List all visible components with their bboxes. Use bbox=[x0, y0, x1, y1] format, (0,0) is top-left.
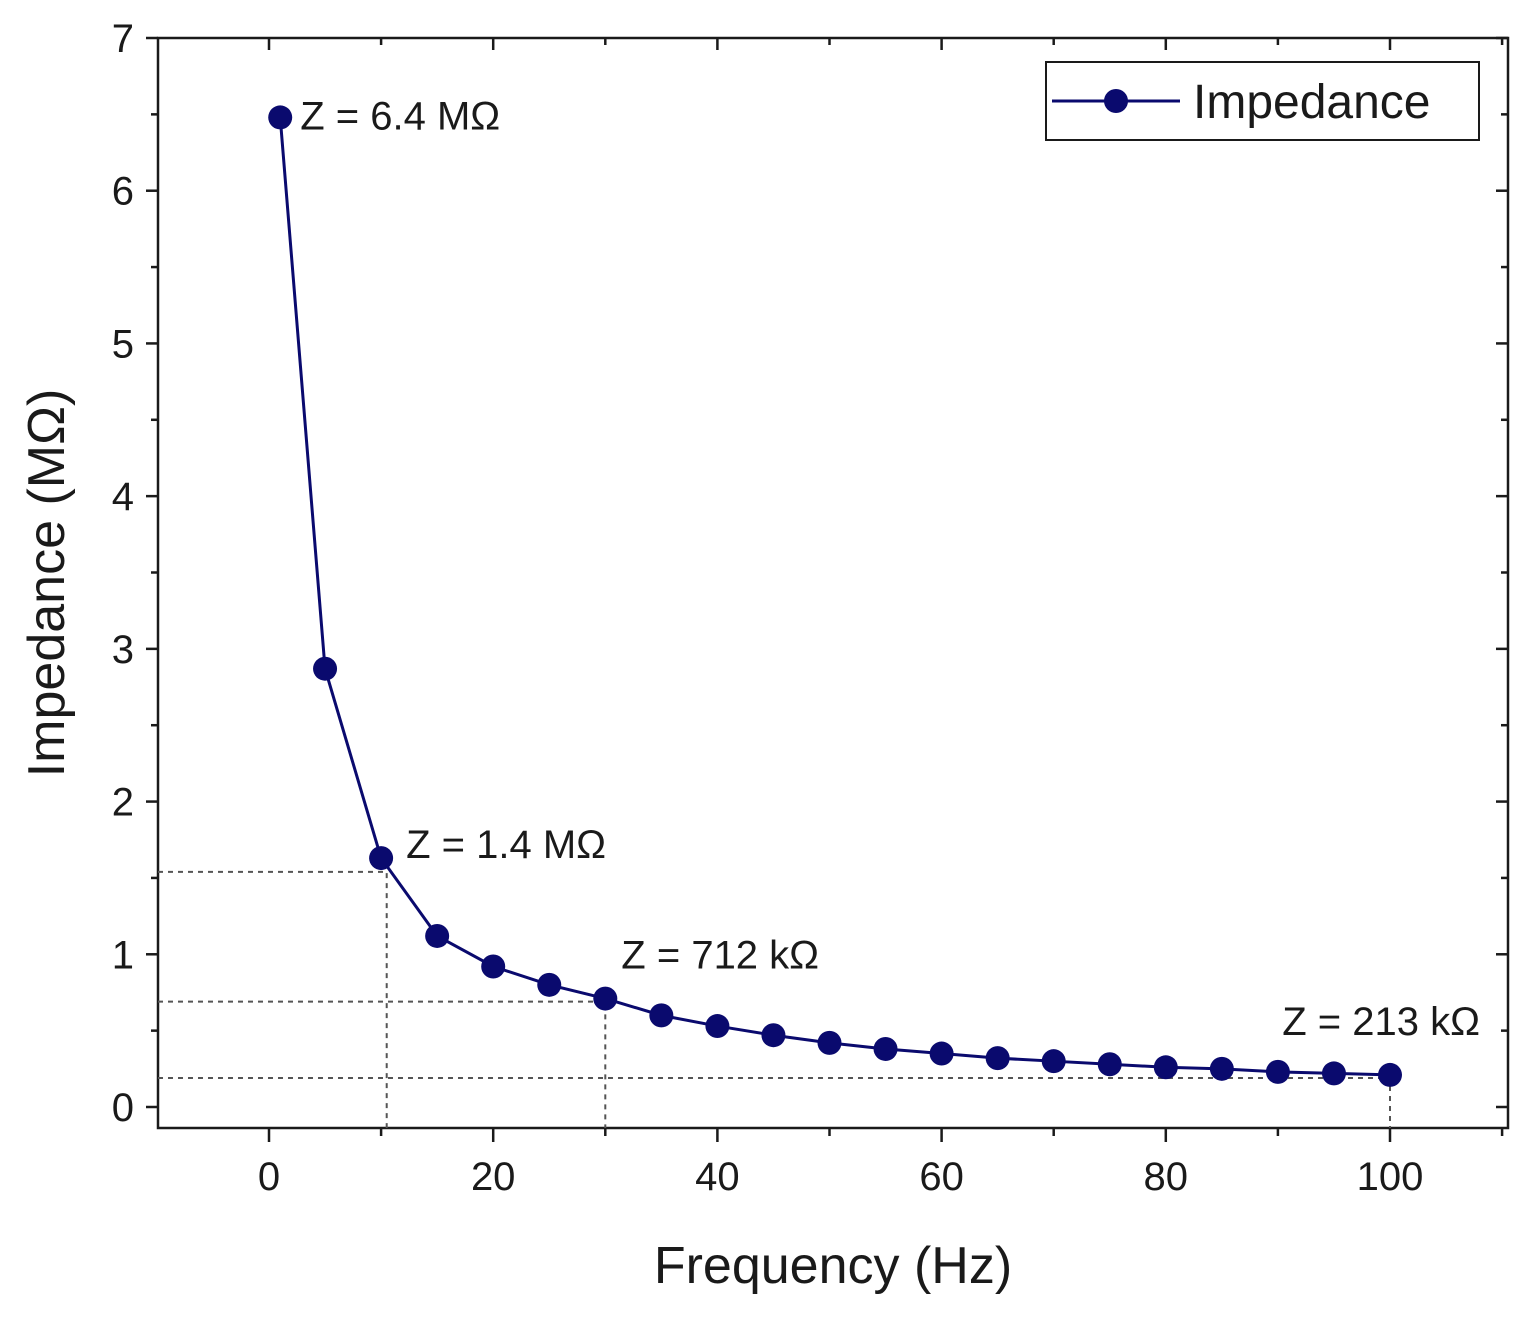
y-tick-label: 5 bbox=[112, 322, 134, 366]
annotation-label: Z = 6.4 MΩ bbox=[300, 94, 500, 138]
legend-label: Impedance bbox=[1193, 76, 1431, 129]
data-point bbox=[1265, 1059, 1290, 1084]
data-point bbox=[761, 1023, 786, 1048]
y-tick-label: 6 bbox=[112, 170, 134, 214]
data-point bbox=[817, 1030, 842, 1055]
guide-lines bbox=[158, 870, 1391, 1128]
annotations: Z = 6.4 MΩ Z = 1.4 MΩ Z = 712 kΩ Z = 213 kΩ bbox=[300, 94, 1480, 1044]
x-axis-ticks: 0 20 40 60 80 100 bbox=[258, 38, 1504, 1199]
annotation-label: Z = 712 kΩ bbox=[621, 934, 819, 978]
legend: Impedance bbox=[1045, 61, 1480, 141]
annotation-label: Z = 1.4 MΩ bbox=[406, 823, 606, 867]
data-point bbox=[537, 972, 562, 997]
data-point bbox=[1097, 1052, 1122, 1077]
x-axis-title: Frequency (Hz) bbox=[654, 1237, 1012, 1295]
data-point bbox=[985, 1046, 1010, 1071]
data-point bbox=[1378, 1062, 1402, 1087]
x-tick-label: 40 bbox=[695, 1155, 740, 1199]
data-point bbox=[1041, 1049, 1066, 1074]
y-tick-label: 7 bbox=[112, 17, 134, 61]
plot-frame bbox=[156, 36, 1510, 1130]
data-point bbox=[369, 846, 394, 871]
x-tick-label: 0 bbox=[258, 1155, 280, 1199]
data-point bbox=[705, 1014, 730, 1039]
data-point bbox=[481, 954, 506, 979]
data-point bbox=[1321, 1061, 1346, 1086]
data-point bbox=[1153, 1055, 1178, 1080]
data-point bbox=[1209, 1056, 1234, 1081]
y-tick-label: 1 bbox=[112, 933, 134, 977]
data-point bbox=[649, 1003, 674, 1028]
data-point bbox=[873, 1036, 898, 1061]
y-axis-title: Impedance (MΩ) bbox=[18, 389, 76, 778]
annotation-label: Z = 213 kΩ bbox=[1282, 1000, 1480, 1044]
y-axis-ticks: 0 1 2 3 4 5 6 7 bbox=[112, 17, 1508, 1130]
data-point bbox=[593, 986, 618, 1011]
x-tick-label: 80 bbox=[1144, 1155, 1189, 1199]
x-tick-label: 20 bbox=[471, 1155, 516, 1199]
y-tick-label: 4 bbox=[112, 475, 134, 519]
data-point bbox=[268, 105, 293, 130]
data-point bbox=[425, 923, 450, 948]
guide-line-1 bbox=[158, 1000, 607, 1128]
data-point bbox=[929, 1041, 954, 1066]
y-tick-label: 0 bbox=[112, 1086, 134, 1130]
x-tick-label: 60 bbox=[919, 1155, 964, 1199]
y-tick-label: 3 bbox=[112, 628, 134, 672]
guide-line-0 bbox=[158, 870, 388, 1128]
data-point bbox=[313, 656, 338, 681]
series-impedance bbox=[268, 105, 1402, 1087]
y-tick-label: 2 bbox=[112, 781, 134, 825]
legend-marker-swatch bbox=[1104, 89, 1128, 113]
x-tick-label: 100 bbox=[1357, 1155, 1424, 1199]
guide-line-2 bbox=[158, 1076, 1391, 1128]
